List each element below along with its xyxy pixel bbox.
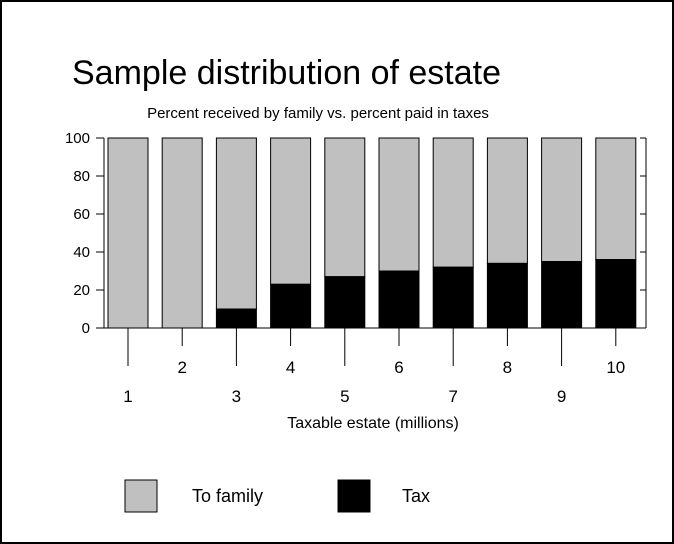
legend-swatch-tax	[337, 479, 371, 513]
bar-tax-5	[324, 276, 366, 329]
bar-to-family-9	[541, 137, 583, 262]
bar-to-family-10	[595, 137, 637, 261]
bar-to-family-8	[486, 137, 528, 264]
x-tick-label-7: 7	[448, 387, 457, 406]
y-tick-label-0: 0	[82, 320, 90, 337]
bar-to-family-1	[107, 137, 149, 329]
bar-tax-6	[378, 270, 420, 329]
x-tick-label-2: 2	[177, 358, 186, 377]
x-tick-label-8: 8	[503, 358, 512, 377]
y-tick-label-60: 60	[73, 206, 90, 223]
chart-subtitle: Percent received by family vs. percent p…	[147, 105, 489, 122]
legend-swatch-to-family	[124, 479, 158, 513]
y-tick-label-80: 80	[73, 168, 90, 185]
legend-label-tax: Tax	[402, 486, 430, 506]
bar-to-family-4	[270, 137, 312, 285]
x-tick-label-5: 5	[340, 387, 349, 406]
bars-group	[107, 137, 637, 329]
x-tick-label-1: 1	[123, 387, 132, 406]
bar-to-family-2	[161, 137, 203, 329]
y-tick-label-20: 20	[73, 282, 90, 299]
bar-to-family-7	[432, 137, 474, 268]
legend: To family Tax	[124, 479, 430, 513]
x-tick-label-9: 9	[557, 387, 566, 406]
y-tick-label-40: 40	[73, 244, 90, 261]
chart-title: Sample distribution of estate	[72, 54, 501, 92]
bar-to-family-6	[378, 137, 420, 272]
x-tick-label-3: 3	[232, 387, 241, 406]
x-axis: 1 2 3 4 5 6 7 8 9 10	[96, 327, 646, 406]
y-axis: 0 20 40 60 80 100	[65, 130, 647, 337]
x-tick-label-4: 4	[286, 358, 295, 377]
bar-tax-4	[270, 283, 312, 329]
x-tick-label-10: 10	[606, 358, 625, 377]
bar-tax-7	[432, 266, 474, 329]
bar-tax-8	[486, 262, 528, 329]
bar-to-family-3	[215, 137, 257, 310]
x-tick-label-6: 6	[394, 358, 403, 377]
legend-label-to-family: To family	[192, 486, 263, 506]
y-tick-label-100: 100	[65, 130, 90, 147]
bar-tax-9	[541, 261, 583, 329]
bar-to-family-5	[324, 137, 366, 278]
x-axis-label: Taxable estate (millions)	[287, 415, 459, 432]
bar-tax-3	[215, 308, 257, 329]
bar-tax-10	[595, 259, 637, 329]
